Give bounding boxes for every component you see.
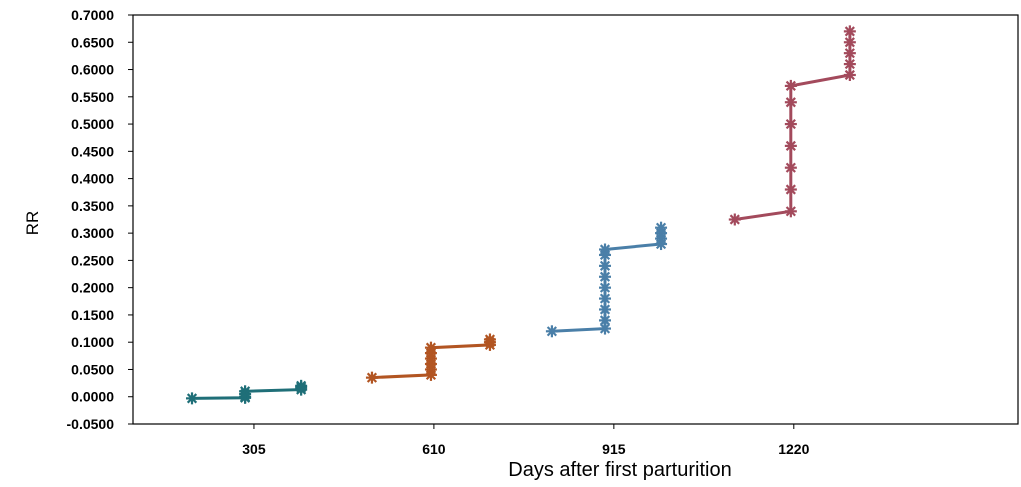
data-point-marker [784, 79, 797, 92]
data-point-marker [599, 303, 611, 316]
y-tick-label: 0.1500 [71, 307, 114, 323]
y-tick-label: 0.2000 [71, 280, 114, 296]
y-tick-label: -0.0500 [67, 416, 115, 432]
axes-layer: -0.0500 0.0000 0.0500 0.1000 0.1500 0.2000 0.2… [67, 7, 1019, 457]
y-tick-label: 0.3500 [71, 198, 114, 214]
data-point-marker [843, 36, 856, 49]
data-point-marker [784, 161, 797, 174]
data-point-marker [599, 281, 611, 294]
data-point-marker [784, 118, 797, 131]
data-point-marker [784, 205, 797, 218]
data-point-marker [784, 183, 797, 196]
y-tick-label: 0.1000 [71, 334, 114, 350]
y-tick-label: 0.6500 [71, 34, 114, 50]
plot-frame [132, 14, 1019, 425]
x-tick-label: 915 [602, 441, 626, 457]
y-tick-label: 0.4000 [71, 171, 114, 187]
data-point-marker [186, 392, 198, 405]
data-point-marker [545, 325, 558, 338]
data-point-marker [599, 259, 611, 272]
y-tick-label: 0.3000 [71, 225, 114, 241]
series-group [545, 221, 668, 338]
data-point-marker [784, 96, 797, 109]
y-tick-label: 0.7000 [71, 7, 114, 23]
y-tick-label: 0.5500 [71, 89, 114, 105]
series-group [365, 333, 496, 384]
data-point-marker [784, 139, 797, 152]
x-tick-label: 1220 [778, 441, 809, 457]
series-group [186, 379, 308, 405]
data-point-marker [599, 314, 611, 327]
x-tick-label: 305 [242, 441, 266, 457]
data-point-marker [483, 333, 496, 346]
data-point-marker [843, 47, 856, 60]
y-tick-label: 0.0500 [71, 361, 114, 377]
data-point-marker [365, 371, 378, 384]
data-point-marker [843, 68, 856, 81]
data-point-marker [728, 213, 741, 226]
data-point-marker [239, 385, 252, 398]
y-tick-label: 0.5000 [71, 116, 114, 132]
x-tick-label: 610 [422, 441, 446, 457]
y-axis-title: RR [23, 211, 42, 236]
data-point-marker [599, 292, 611, 305]
series-layer [186, 25, 856, 405]
data-point-marker [599, 243, 611, 256]
y-tick-label: 0.4500 [71, 143, 114, 159]
data-point-marker [295, 379, 308, 392]
data-point-marker [843, 25, 856, 38]
y-tick-label: 0.0000 [71, 389, 114, 405]
series-group [728, 25, 856, 226]
data-point-marker [843, 58, 856, 71]
data-point-marker [424, 341, 437, 354]
y-tick-label: 0.6000 [71, 62, 114, 78]
x-axis-title: Days after first parturition [508, 459, 731, 481]
y-tick-label: 0.2500 [71, 252, 114, 268]
data-point-marker [655, 221, 668, 234]
data-point-marker [599, 270, 611, 283]
